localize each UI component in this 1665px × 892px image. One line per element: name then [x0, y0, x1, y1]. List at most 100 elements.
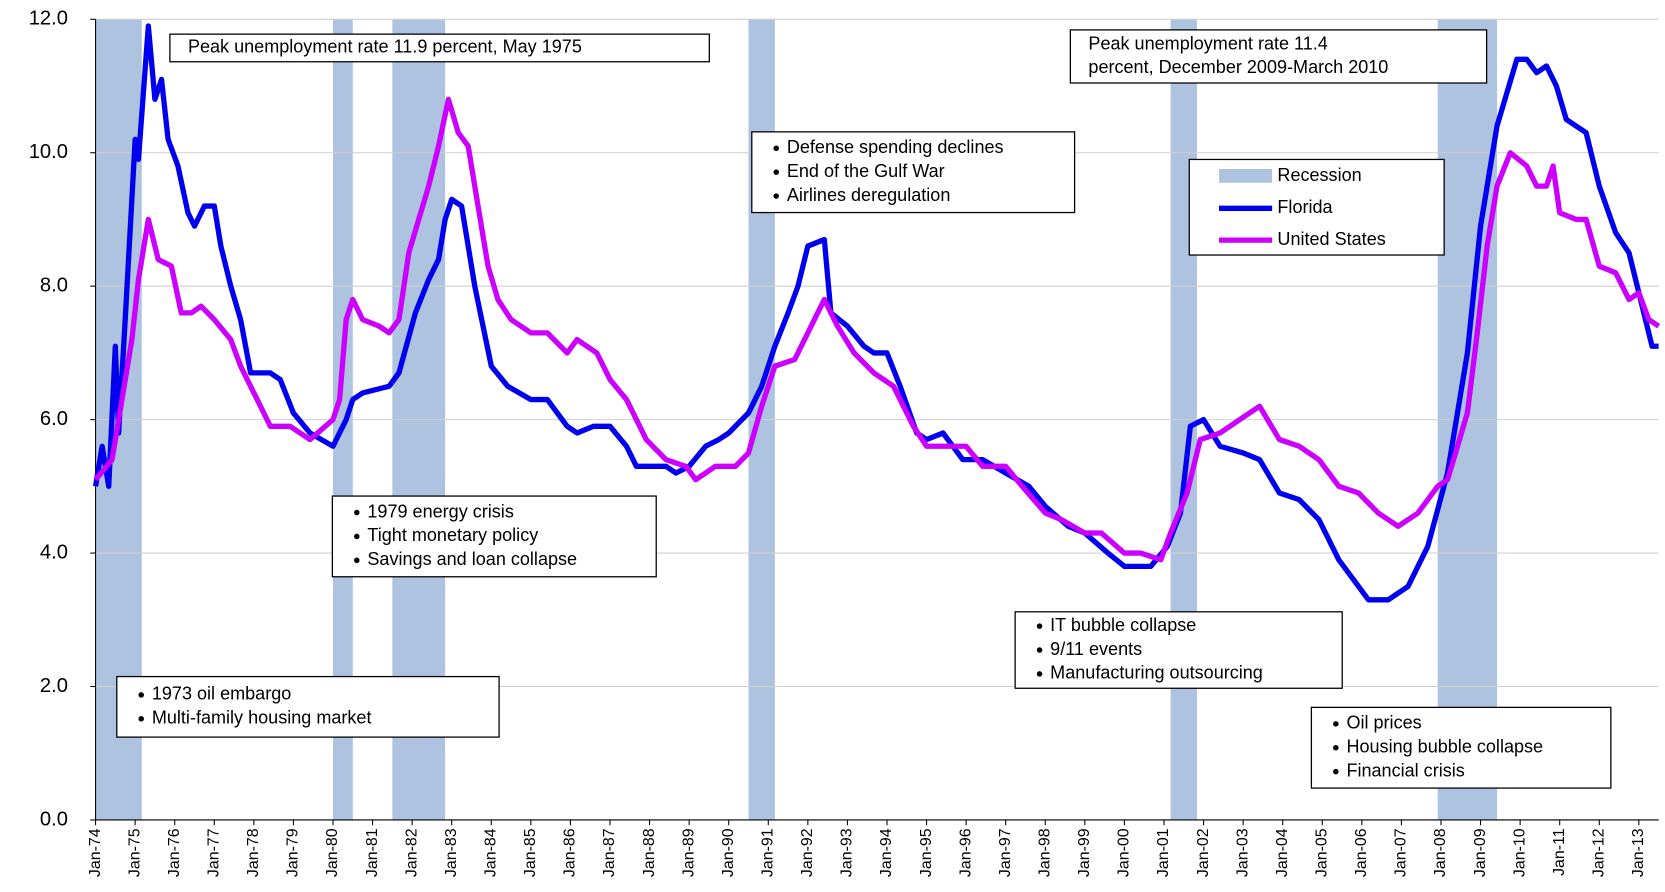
x-tick-label: Jan-94 [878, 828, 895, 877]
x-tick-label: Jan-85 [522, 828, 539, 877]
x-tick-label: Jan-89 [680, 828, 697, 877]
x-tick-label: Jan-02 [1195, 828, 1212, 877]
annotation: IT bubble collapse 9/11 events Manufacturi… [1014, 611, 1343, 689]
y-tick-label: 0.0 [40, 808, 68, 830]
x-tick-label: Jan-11 [1551, 828, 1568, 876]
annotation-text: Defense spending declines [787, 137, 1004, 157]
x-tick-label: Jan-01 [1155, 828, 1172, 877]
annotation-text: Tight monetary policy [367, 525, 538, 545]
x-tick-label: Jan-83 [443, 828, 460, 877]
x-tick-label: Jan-80 [324, 828, 341, 877]
x-tick-label: Jan-91 [759, 828, 776, 877]
x-tick-label: Jan-04 [1274, 828, 1291, 877]
bullet [1333, 768, 1339, 775]
annotation-text: Peak unemployment rate 11.4 [1088, 33, 1327, 53]
x-tick-label: Jan-95 [918, 828, 935, 877]
series-line [92, 23, 1659, 603]
x-tick-label: Jan-05 [1313, 828, 1330, 877]
x-tick-label: Jan-98 [1036, 828, 1053, 877]
annotation-text: IT bubble collapse [1050, 615, 1196, 635]
x-tick-label: Jan-90 [720, 828, 737, 877]
bullet [354, 509, 360, 516]
bullet [1333, 721, 1339, 727]
y-tick-label: 10.0 [29, 141, 68, 163]
y-tick-label: 8.0 [40, 274, 68, 296]
annotation-box [169, 33, 710, 63]
x-tick-label: Jan-99 [1076, 828, 1093, 877]
x-tick-label: Jan-77 [205, 828, 222, 877]
x-tick-label: Jan-86 [562, 828, 579, 877]
legend-label: Recession [1277, 165, 1361, 185]
annotation-box [331, 495, 657, 578]
x-tick-label: Jan-12 [1590, 828, 1607, 877]
legend-swatch [1219, 169, 1273, 183]
bullet [1036, 623, 1043, 629]
x-tick-label: Jan-74 [87, 828, 104, 877]
bullet [1333, 744, 1339, 751]
annotation-box [1014, 611, 1343, 689]
x-tick-label: Jan-82 [403, 828, 420, 877]
annotation-box [1310, 706, 1612, 789]
annotation-text: Peak unemployment rate 11.9 percent, May… [188, 37, 582, 57]
x-tick-label: Jan-03 [1234, 828, 1251, 877]
x-tick-label: Jan-07 [1393, 828, 1410, 877]
x-tick-label: Jan-13 [1630, 828, 1647, 877]
annotation-text: End of the Gulf War [787, 161, 945, 181]
x-tick-label: Jan-08 [1432, 828, 1449, 877]
y-tick-label: 2.0 [40, 675, 68, 697]
x-tick-label: Jan-96 [957, 828, 974, 877]
bullet [1036, 647, 1043, 653]
annotation: Defense spending declines End of the Gulf… [751, 131, 1076, 214]
x-tick-label: Jan-79 [285, 828, 302, 877]
annotation-box [751, 131, 1076, 214]
legend-label: United States [1277, 229, 1385, 249]
annotation: 1979 energy crisis Tight monetary policy S… [331, 495, 657, 578]
bullet [1036, 671, 1043, 677]
annotation-box [1069, 29, 1488, 84]
bullet [354, 533, 360, 540]
x-tick-label: Jan-84 [482, 828, 499, 877]
annotation-text: Oil prices [1346, 713, 1421, 733]
annotation-text: 1979 energy crisis [367, 501, 513, 521]
legend-label: Florida [1277, 197, 1333, 217]
x-tick-label: Jan-06 [1353, 828, 1370, 877]
x-tick-label: Jan-09 [1472, 828, 1489, 877]
x-tick-label: Jan-75 [126, 828, 143, 877]
annotation-text: percent, December 2009-March 2010 [1088, 57, 1388, 77]
x-tick-label: Jan-10 [1511, 828, 1528, 877]
bullet [138, 716, 144, 722]
annotation-text: Manufacturing outsourcing [1050, 663, 1263, 683]
annotation-text: Multi-family housing market [152, 708, 372, 728]
y-tick-label: 4.0 [40, 541, 68, 563]
annotation-text: Housing bubble collapse [1346, 736, 1543, 756]
annotation-text: 9/11 events [1050, 639, 1142, 659]
x-tick-label: Jan-97 [997, 828, 1014, 877]
annotation: Oil prices Housing bubble collapse Financi… [1310, 706, 1612, 789]
x-tick-label: Jan-78 [245, 828, 262, 877]
annotation: Peak unemployment rate 11.4 percent, Dece… [1069, 29, 1488, 84]
legend: Recession Florida United States [1188, 158, 1445, 256]
annotation-text: Airlines deregulation [787, 185, 951, 205]
bullet [138, 692, 144, 698]
bullet [354, 557, 360, 564]
series-line [93, 96, 1661, 563]
annotation-text: 1973 oil embargo [152, 684, 291, 704]
x-tick-label: Jan-00 [1116, 828, 1133, 877]
x-tick-label: Jan-93 [839, 828, 856, 877]
annotation: 1973 oil embargo Multi-family housing mar… [116, 675, 500, 738]
x-tick-label: Jan-81 [364, 828, 381, 877]
bullet [773, 145, 779, 152]
x-tick-label: Jan-76 [166, 828, 183, 877]
annotation-text: Savings and loan collapse [367, 549, 577, 569]
bullet [773, 193, 779, 199]
bullet [773, 169, 779, 175]
annotation: Peak unemployment rate 11.9 percent, May… [169, 33, 710, 63]
y-tick-label: 12.0 [29, 8, 68, 30]
x-tick-label: Jan-92 [799, 828, 816, 877]
y-tick-label: 6.0 [40, 408, 68, 430]
annotation-box [116, 675, 500, 738]
annotation-text: Financial crisis [1346, 760, 1464, 780]
x-tick-label: Jan-88 [641, 828, 658, 877]
